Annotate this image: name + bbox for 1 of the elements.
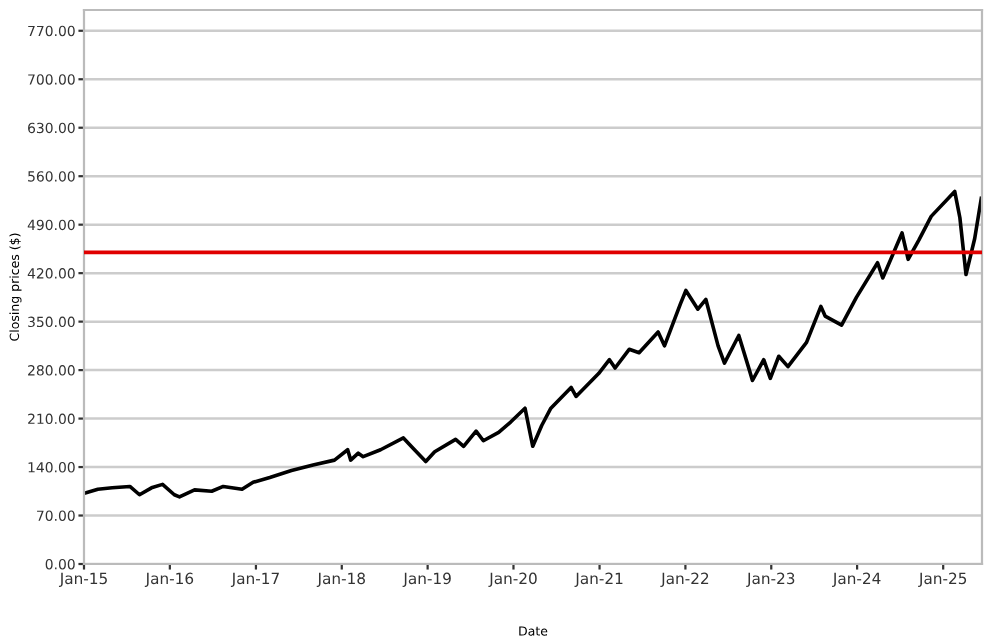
line-series bbox=[84, 189, 982, 499]
